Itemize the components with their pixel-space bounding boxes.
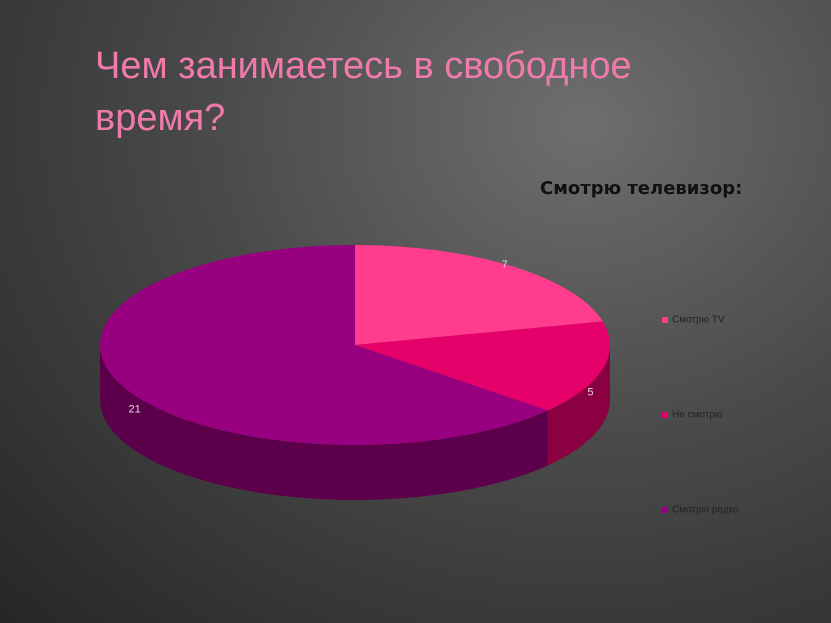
legend-swatch [662, 412, 668, 418]
legend-label: Смотрю редко [672, 505, 739, 516]
slide-title: Чем занимаетесь в свободное время? [95, 45, 632, 139]
slice [355, 245, 603, 345]
slice [355, 321, 610, 411]
value-label: 5 [587, 386, 593, 398]
slice-side [100, 345, 548, 501]
slice [99, 245, 548, 446]
slice-side [547, 345, 610, 466]
legend-swatch [662, 507, 668, 513]
legend-swatch [662, 317, 668, 323]
value-label: 21 [129, 403, 141, 415]
value-label: 7 [502, 259, 508, 271]
legend-label: Не смотрю [672, 410, 723, 421]
legend-label: Смотрю TV [672, 315, 725, 326]
chart-title: Смотрю телевизор: [540, 178, 742, 199]
